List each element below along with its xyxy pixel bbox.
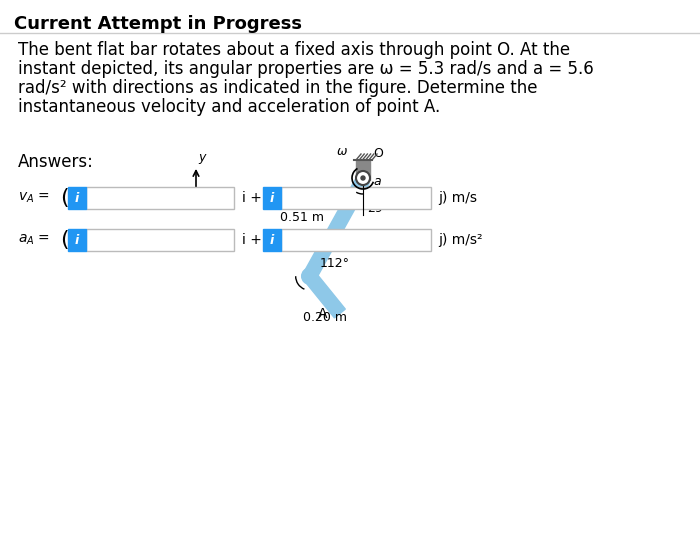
Text: i: i: [270, 233, 274, 247]
FancyBboxPatch shape: [68, 229, 86, 251]
Text: instantaneous velocity and acceleration of point A.: instantaneous velocity and acceleration …: [18, 98, 440, 116]
Text: instant depicted, its angular properties are ω = 5.3 rad/s and a = 5.6: instant depicted, its angular properties…: [18, 60, 594, 78]
FancyBboxPatch shape: [86, 187, 234, 209]
Text: O: O: [373, 147, 383, 160]
Text: $a_A$ =: $a_A$ =: [18, 233, 50, 247]
Text: 112°: 112°: [320, 257, 350, 270]
Text: A: A: [318, 306, 328, 321]
Polygon shape: [304, 176, 369, 279]
Circle shape: [356, 171, 370, 185]
Text: Answers:: Answers:: [18, 153, 94, 171]
Circle shape: [361, 176, 365, 180]
Text: i +: i +: [242, 191, 262, 205]
Text: j) m/s²: j) m/s²: [438, 233, 482, 247]
Text: a: a: [373, 175, 381, 188]
Text: 0.20 m: 0.20 m: [303, 311, 346, 324]
FancyBboxPatch shape: [68, 187, 86, 209]
Polygon shape: [304, 272, 345, 318]
Text: i: i: [75, 233, 79, 247]
Text: rad/s² with directions as indicated in the figure. Determine the: rad/s² with directions as indicated in t…: [18, 79, 538, 97]
FancyBboxPatch shape: [281, 187, 431, 209]
FancyBboxPatch shape: [281, 229, 431, 251]
Text: (: (: [60, 230, 69, 250]
FancyBboxPatch shape: [86, 229, 234, 251]
Bar: [356, 160, 370, 180]
Text: i: i: [75, 191, 79, 204]
Text: $v_A$ =: $v_A$ =: [18, 191, 50, 205]
Text: x: x: [220, 189, 228, 202]
FancyBboxPatch shape: [263, 229, 281, 251]
Text: ω: ω: [337, 145, 347, 158]
FancyBboxPatch shape: [263, 187, 281, 209]
Text: The bent flat bar rotates about a fixed axis through point O. At the: The bent flat bar rotates about a fixed …: [18, 41, 570, 59]
Text: 29°: 29°: [367, 202, 389, 215]
Text: j) m/s: j) m/s: [438, 191, 477, 205]
Circle shape: [302, 268, 318, 284]
Text: i +: i +: [242, 233, 262, 247]
Text: i: i: [270, 191, 274, 204]
Text: 0.51 m: 0.51 m: [280, 211, 324, 224]
Text: Current Attempt in Progress: Current Attempt in Progress: [14, 15, 302, 33]
Text: (: (: [60, 188, 69, 208]
Text: y: y: [198, 151, 205, 164]
